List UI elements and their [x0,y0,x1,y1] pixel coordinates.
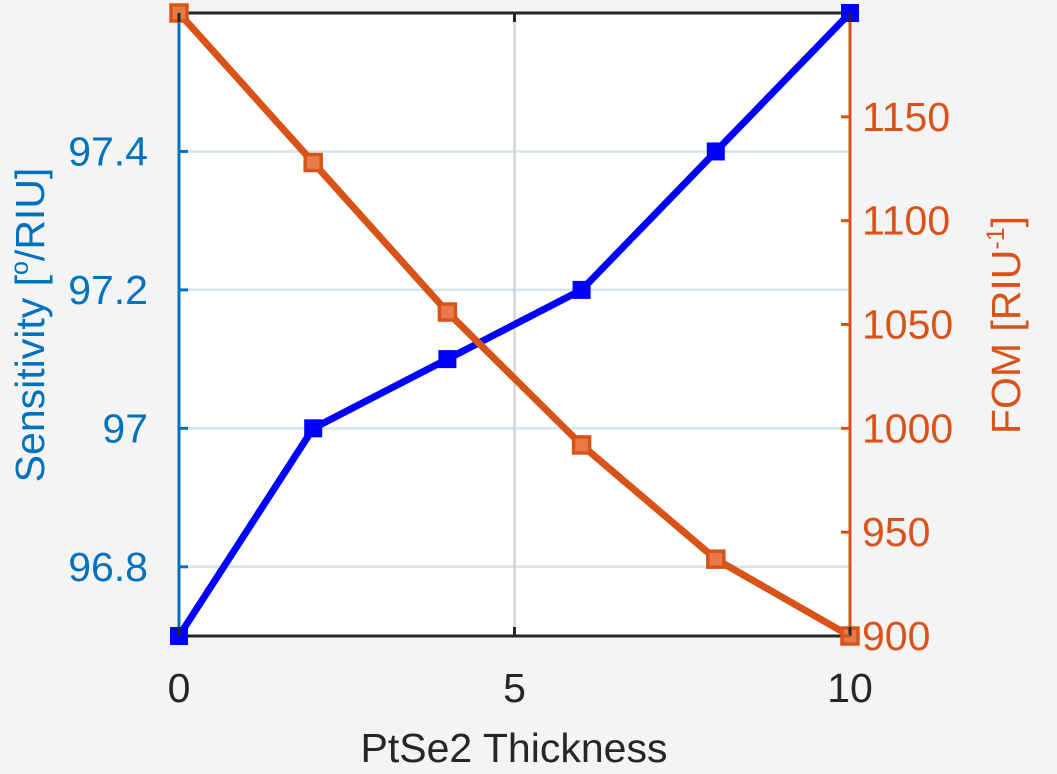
right-y-tick-label: 1100 [862,198,950,244]
right-y-tick-label: 1150 [862,94,950,140]
left-y-tick-label: 97.2 [68,267,148,313]
series-line [176,10,852,640]
right-y-tick-label: 1050 [862,302,953,348]
left-y-tick-label: 97 [102,405,148,451]
right-y-tick-label: 900 [862,613,930,659]
x-axis-label: PtSe2 Thickness [361,725,668,769]
x-tick-label: 0 [168,665,191,711]
left-axis-label-tail: /RIU] [7,168,53,261]
left-axis-label-sup: o [6,261,34,275]
data-point [572,280,591,299]
data-point [437,302,458,322]
data-point [303,152,323,173]
x-tick-label: 5 [503,665,526,711]
series-line [176,10,853,638]
series-fom [169,3,860,646]
left-axis-label-main: Sensitivity [ [7,274,53,482]
right-axis-label: FOM [RIU-1] [982,216,1029,434]
right-axis-label-main: FOM [RIU [983,250,1029,434]
right-y-tick-label: 950 [862,509,930,555]
left-y-tick-label: 97.4 [68,128,148,174]
ticks-layer: 0 5 10 96.8 97 97.2 97.4 900 950 1000 1050 1100 1150 [68,13,953,711]
right-axis-label-tail: ] [983,216,1029,227]
right-y-tick-label: 1000 [862,405,953,451]
series-sensitivity [170,4,859,645]
data-point [706,142,725,161]
right-axis-label-sup: -1 [982,227,1010,249]
data-point [304,419,323,438]
grid-layer [179,13,850,636]
x-tick-label: 10 [827,665,873,711]
left-axis-label: Sensitivity [o/RIU] [6,168,53,483]
series-layer [169,3,860,646]
left-y-tick-label: 96.8 [68,544,148,590]
data-point [571,435,592,455]
data-point [438,350,457,369]
data-point [706,549,726,569]
